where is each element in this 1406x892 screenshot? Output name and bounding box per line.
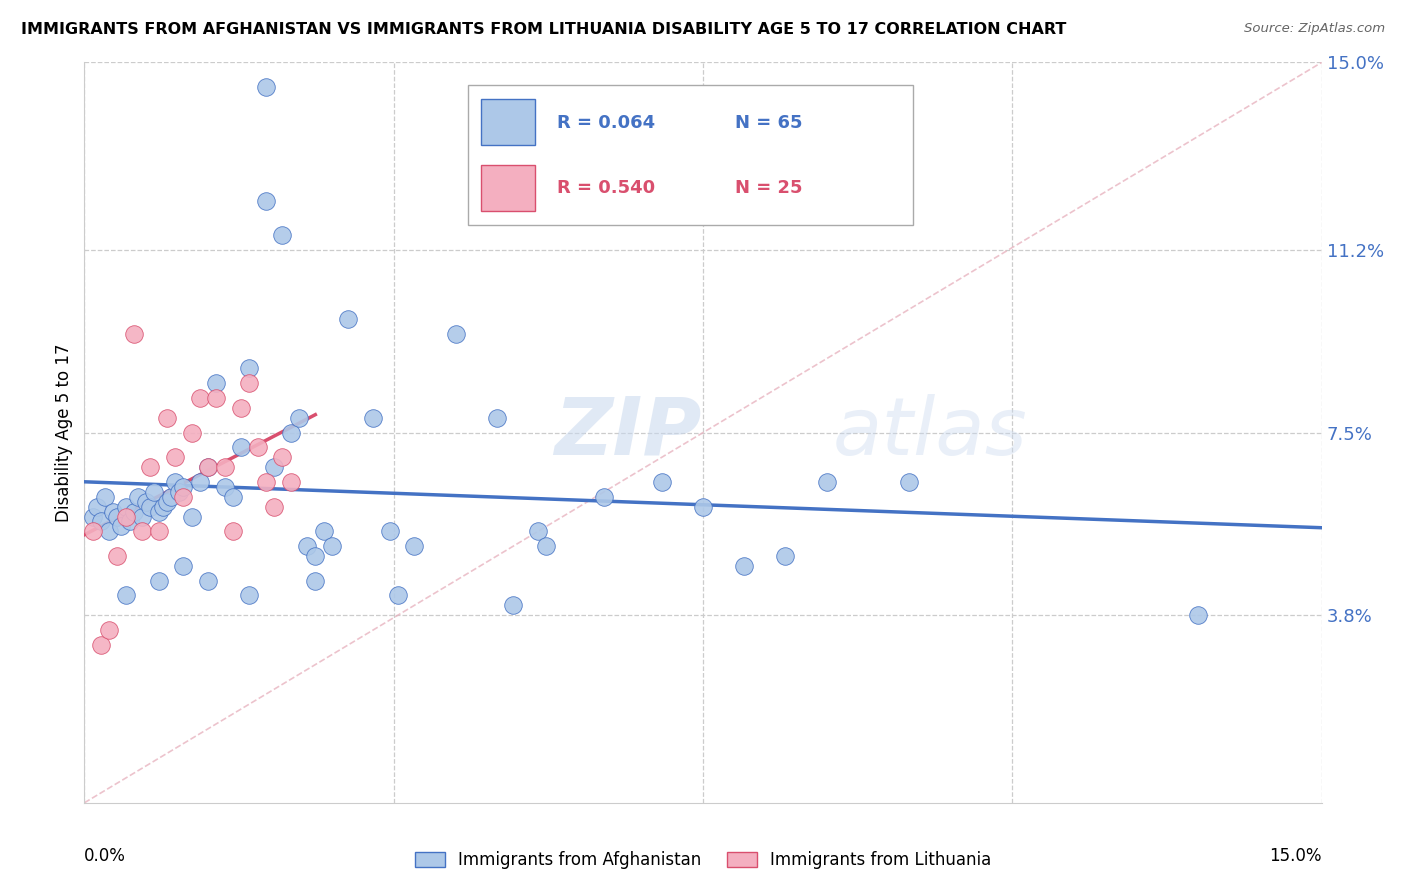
Point <box>536 539 558 553</box>
Point <box>280 475 302 489</box>
Point <box>131 509 153 524</box>
Point <box>304 549 326 563</box>
Point <box>94 490 117 504</box>
Point <box>271 450 294 465</box>
Point <box>593 490 616 504</box>
Legend: Immigrants from Afghanistan, Immigrants from Lithuania: Immigrants from Afghanistan, Immigrants … <box>408 845 998 876</box>
Point <box>180 509 202 524</box>
Point <box>103 505 125 519</box>
Point <box>312 524 335 539</box>
Point <box>86 500 108 514</box>
Point <box>160 490 183 504</box>
Point <box>254 194 277 208</box>
Point <box>205 376 228 391</box>
Point <box>122 505 145 519</box>
Text: 0.0%: 0.0% <box>84 847 127 865</box>
Point <box>122 326 145 341</box>
Point <box>246 441 269 455</box>
Point <box>118 515 141 529</box>
Point <box>651 475 673 489</box>
Point <box>485 410 508 425</box>
Point <box>105 549 128 563</box>
Point <box>165 450 187 465</box>
Point <box>222 524 245 539</box>
Point <box>131 524 153 539</box>
Point <box>98 623 121 637</box>
Point <box>197 460 219 475</box>
Point <box>148 574 170 588</box>
Point <box>148 524 170 539</box>
Point <box>263 500 285 514</box>
Point <box>304 574 326 588</box>
Point <box>692 500 714 514</box>
Point <box>143 484 166 499</box>
Point <box>280 425 302 440</box>
Point <box>165 475 187 489</box>
Text: IMMIGRANTS FROM AFGHANISTAN VS IMMIGRANTS FROM LITHUANIA DISABILITY AGE 5 TO 17 : IMMIGRANTS FROM AFGHANISTAN VS IMMIGRANT… <box>21 22 1067 37</box>
Point <box>156 494 179 508</box>
Point <box>135 494 157 508</box>
Point <box>172 558 194 573</box>
Point <box>229 401 252 415</box>
Point <box>775 549 797 563</box>
Point <box>733 558 755 573</box>
Point <box>188 475 211 489</box>
Point <box>238 589 260 603</box>
Point <box>527 524 550 539</box>
Point <box>444 326 467 341</box>
Point <box>815 475 838 489</box>
Point <box>254 475 277 489</box>
Point <box>197 460 219 475</box>
Text: ZIP: ZIP <box>554 393 702 472</box>
Point <box>214 460 236 475</box>
Point <box>180 425 202 440</box>
Point <box>127 490 149 504</box>
Point <box>197 574 219 588</box>
Text: Source: ZipAtlas.com: Source: ZipAtlas.com <box>1244 22 1385 36</box>
Point <box>361 410 384 425</box>
Point <box>172 480 194 494</box>
Point <box>105 509 128 524</box>
Point <box>152 500 174 514</box>
Point <box>337 312 360 326</box>
Point <box>288 410 311 425</box>
Point <box>271 228 294 243</box>
Text: 15.0%: 15.0% <box>1270 847 1322 865</box>
Point <box>238 376 260 391</box>
Point <box>898 475 921 489</box>
Point <box>98 524 121 539</box>
Point <box>82 509 104 524</box>
Text: atlas: atlas <box>832 393 1028 472</box>
Point <box>229 441 252 455</box>
Point <box>1187 608 1209 623</box>
Point <box>387 589 409 603</box>
Point <box>502 599 524 613</box>
Point <box>205 391 228 405</box>
Point <box>139 460 162 475</box>
Point <box>114 500 136 514</box>
Y-axis label: Disability Age 5 to 17: Disability Age 5 to 17 <box>55 343 73 522</box>
Point <box>110 519 132 533</box>
Point <box>321 539 343 553</box>
Point <box>156 410 179 425</box>
Point <box>404 539 426 553</box>
Point <box>167 484 190 499</box>
Point <box>378 524 401 539</box>
Point <box>222 490 245 504</box>
Point <box>214 480 236 494</box>
Point <box>90 515 112 529</box>
Point <box>90 638 112 652</box>
Point <box>263 460 285 475</box>
Point <box>114 509 136 524</box>
Point <box>295 539 318 553</box>
Point <box>238 361 260 376</box>
Point <box>82 524 104 539</box>
Point <box>114 589 136 603</box>
Point <box>188 391 211 405</box>
Point <box>148 505 170 519</box>
Point <box>139 500 162 514</box>
Point <box>172 490 194 504</box>
Point <box>254 80 277 95</box>
